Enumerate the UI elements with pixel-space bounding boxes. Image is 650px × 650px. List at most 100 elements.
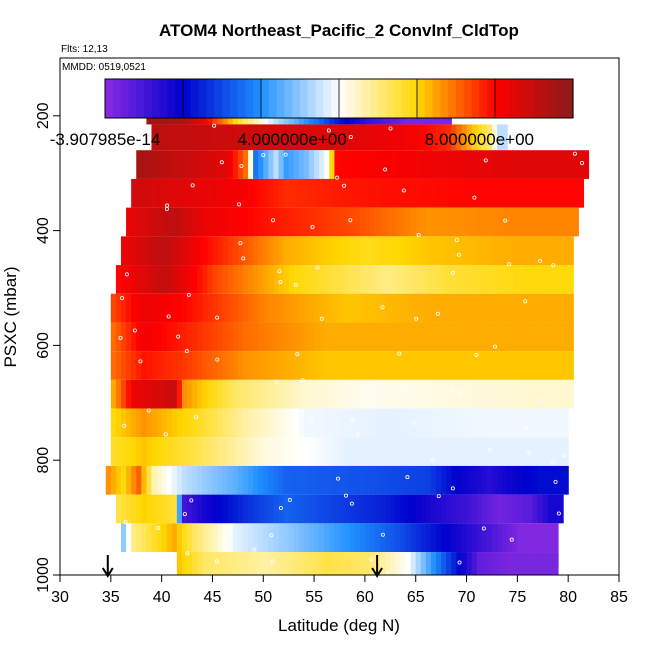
heatmap-cell [527,293,534,323]
heatmap-cell [486,322,493,352]
heatmap-cell [212,236,219,266]
heatmap-cell [273,150,280,179]
heatmap-cell [268,552,275,575]
heatmap-cell [156,265,163,294]
heatmap-cell [146,293,153,323]
heatmap-cell [558,293,564,323]
heatmap-cell [120,523,127,553]
heatmap-cell [436,265,442,294]
heatmap-cell [471,379,478,409]
sample-marker [269,533,274,538]
heatmap-cell [151,124,158,151]
heatmap-cell [136,178,142,208]
heatmap-cell [512,494,518,524]
heatmap-cell [527,322,534,352]
colorbar-swatch [487,79,496,118]
heatmap-cell [410,265,417,294]
heatmap-cell [166,236,173,266]
heatmap-cell [171,437,178,466]
heatmap-cell [385,178,391,208]
heatmap-cell [141,207,147,237]
heatmap-cell [375,351,381,380]
heatmap-cell [181,552,188,575]
heatmap-cell [222,523,229,553]
heatmap-cell [542,207,549,237]
heatmap-cell [415,465,422,495]
colorbar-swatch [268,79,278,118]
heatmap-row [110,379,574,409]
heatmap-cell [537,351,544,380]
heatmap-cell [507,207,513,237]
colorbar-swatch [541,79,551,118]
heatmap-cell [110,379,117,409]
heatmap-cell [207,351,214,380]
heatmap-cell [558,150,564,179]
heatmap-cell [278,207,285,237]
heatmap-cell [405,207,412,237]
heatmap-cell [334,293,341,323]
heatmap-cell [466,437,473,466]
heatmap-cell [110,351,117,380]
heatmap-cell [364,322,371,352]
sample-marker [118,335,123,340]
heatmap-cell [156,408,163,438]
heatmap-cell [176,236,183,266]
heatmap-cell [552,207,559,237]
heatmap-cell [187,150,193,179]
heatmap-cell [466,293,473,323]
heatmap-cell [441,437,447,466]
heatmap-cell [258,408,264,438]
heatmap-cell [425,207,432,237]
heatmap-cell [126,437,132,466]
heatmap-cell [410,207,417,237]
heatmap-cell [293,523,300,553]
heatmap-cell [390,236,396,266]
heatmap-cell [527,178,534,208]
heatmap-cell [471,465,478,495]
heatmap-cell [420,437,427,466]
heatmap-cell [136,265,142,294]
heatmap-cell [491,494,498,524]
heatmap-cell [430,150,437,179]
heatmap-cell [527,351,534,380]
heatmap-cell [273,408,280,438]
heatmap-cell [430,494,437,524]
sample-marker [326,128,331,133]
heatmap-cell [283,552,290,575]
heatmap-cell [507,293,513,323]
heatmap-cell [309,124,315,151]
heatmap-cell [212,465,219,495]
heatmap-cell [115,408,122,438]
heatmap-cell [420,178,427,208]
heatmap-cell [232,150,239,179]
heatmap-cell [430,379,437,409]
heatmap-cell [334,322,341,352]
heatmap-cell [161,150,168,179]
heatmap-cell [278,178,285,208]
heatmap-cell [136,351,142,380]
heatmap-cell [192,265,198,294]
heatmap-cell [507,379,513,409]
heatmap-cell [293,150,300,179]
heatmap-cell [303,494,310,524]
heatmap-cell [395,293,402,323]
heatmap-cell [405,322,412,352]
heatmap-cell [517,322,524,352]
heatmap-cell [237,408,244,438]
heatmap-cell [242,437,249,466]
heatmap-cell [136,207,142,237]
heatmap-cell [319,293,325,323]
x-axis-label: Latitude (deg N) [278,616,400,635]
heatmap-cell [181,465,188,495]
heatmap-cell [232,293,239,323]
heatmap-cell [131,523,137,553]
heatmap-cell [303,351,310,380]
heatmap-cell [359,494,366,524]
heatmap-cell [359,124,366,151]
heatmap-cell [420,236,427,266]
heatmap-cell [395,523,402,553]
heatmap-cell [547,207,554,237]
heatmap-cell [212,437,219,466]
sample-marker [261,153,266,158]
heatmap-cell [375,293,381,323]
